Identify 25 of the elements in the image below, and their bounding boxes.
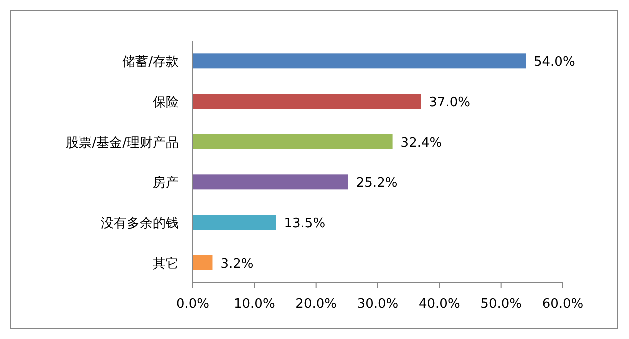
x-tick-label: 60.0%: [542, 297, 584, 312]
data-label: 37.0%: [429, 96, 470, 110]
x-tick-label: 50.0%: [480, 297, 522, 312]
data-label: 32.4%: [400, 136, 442, 151]
y-tick-label: 其它: [153, 256, 179, 272]
bar: [193, 54, 526, 69]
data-label: 13.5%: [284, 216, 326, 232]
data-label: 25.2%: [356, 176, 398, 192]
x-tick-label: 10.0%: [234, 297, 276, 312]
bar: [193, 174, 348, 190]
y-tick-label: 保险: [153, 96, 179, 110]
bar: [193, 134, 393, 150]
bar: [193, 215, 276, 230]
data-label: 3.2%: [220, 256, 254, 272]
bar: [193, 255, 213, 270]
y-tick-label: 储蓄/存款: [122, 55, 179, 70]
data-label: 54.0%: [534, 55, 576, 70]
y-tick-label: 没有多余的钱: [101, 216, 179, 232]
x-tick-label: 0.0%: [176, 297, 210, 312]
x-tick-label: 40.0%: [419, 297, 460, 312]
y-tick-label: 股票/基金/理财产品: [66, 136, 179, 151]
bar: [193, 94, 422, 109]
x-tick-label: 20.0%: [296, 297, 337, 312]
y-tick-label: 房产: [153, 175, 179, 192]
x-tick-label: 30.0%: [357, 297, 399, 312]
